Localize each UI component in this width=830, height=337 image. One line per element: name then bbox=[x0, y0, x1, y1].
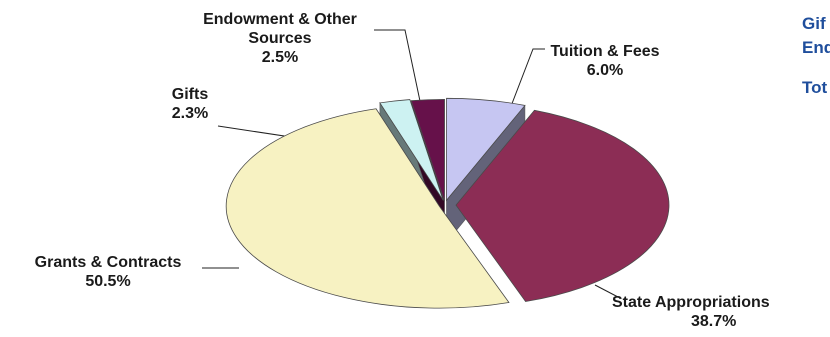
label-endowment: Endowment & Other Sources 2.5% bbox=[203, 11, 357, 66]
pie-slice-tuition bbox=[446, 97, 526, 202]
pie-slice-grants bbox=[225, 108, 510, 309]
side-text-gifts: Gif bbox=[802, 14, 826, 33]
side-text-endowment: End bbox=[802, 38, 830, 57]
label-gifts: Gifts 2.3% bbox=[171, 86, 209, 122]
pie-slice-endowment bbox=[410, 99, 445, 202]
pie-tops bbox=[225, 97, 670, 309]
pie-slice-gifts bbox=[379, 99, 444, 201]
pie-slice-state bbox=[455, 109, 670, 302]
label-grants: Grants & Contracts 50.5% bbox=[34, 254, 182, 290]
label-state: State Appropriations 38.7% bbox=[612, 294, 770, 330]
leader-state bbox=[594, 284, 619, 298]
label-tuition: Tuition & Fees 6.0% bbox=[550, 43, 660, 79]
side-text-total: Tot bbox=[802, 78, 828, 97]
